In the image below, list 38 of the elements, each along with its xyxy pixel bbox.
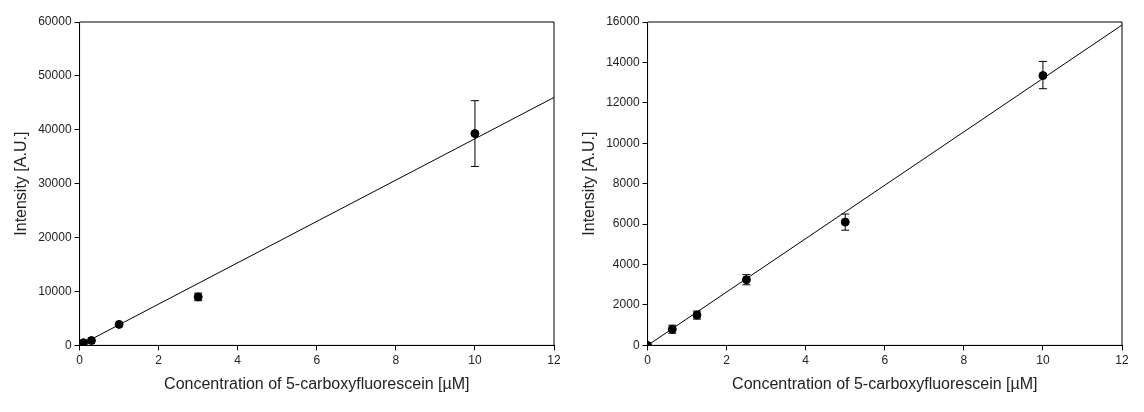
x-tick-label: 8 (960, 352, 968, 367)
y-tick-label: 12000 (606, 95, 640, 110)
x-tick-label: 4 (802, 352, 810, 367)
y-tick-label: 4000 (612, 256, 640, 271)
point (840, 217, 850, 227)
y-tick-label: 2000 (612, 297, 640, 312)
x-tick-label: 12 (547, 352, 561, 367)
point (114, 319, 124, 329)
y-tick-label: 20000 (38, 229, 72, 244)
x-tick-label: 10 (1036, 352, 1050, 367)
y-axis-title: Intensity [A.U.] (580, 131, 598, 236)
y-tick-label: 50000 (38, 68, 72, 83)
x-tick-label: 12 (1115, 352, 1129, 367)
point (79, 338, 89, 346)
y-tick-label: 10000 (38, 283, 72, 298)
y-tick-label: 10000 (606, 135, 640, 150)
y-tick-label: 6000 (612, 216, 640, 231)
y-tick-label: 8000 (612, 176, 640, 191)
y-tick-label: 14000 (606, 54, 640, 69)
x-tick-label: 10 (468, 352, 482, 367)
x-tick-label: 0 (644, 352, 652, 367)
y-tick-label: 30000 (38, 176, 72, 191)
x-tick-label: 2 (723, 352, 731, 367)
x-tick-label: 8 (392, 352, 400, 367)
y-tick-label: 40000 (38, 122, 72, 137)
y-tick-label: 0 (632, 337, 640, 352)
x-axis-title: Concentration of 5-carboxyfluorescein [µM] (732, 374, 1038, 392)
y-tick-label: 60000 (38, 14, 72, 29)
y-axis-title: Intensity [A.U.] (12, 131, 30, 236)
x-axis-title: Concentration of 5-carboxyfluorescein [µM] (164, 374, 470, 392)
x-tick-label: 4 (234, 352, 242, 367)
x-tick-label: 6 (313, 352, 321, 367)
x-tick-label: 0 (76, 352, 84, 367)
point (86, 336, 96, 346)
y-tick-label: 16000 (606, 14, 640, 29)
x-tick-label: 6 (881, 352, 889, 367)
y-tick-label: 0 (64, 337, 72, 352)
x-tick-label: 2 (155, 352, 163, 367)
